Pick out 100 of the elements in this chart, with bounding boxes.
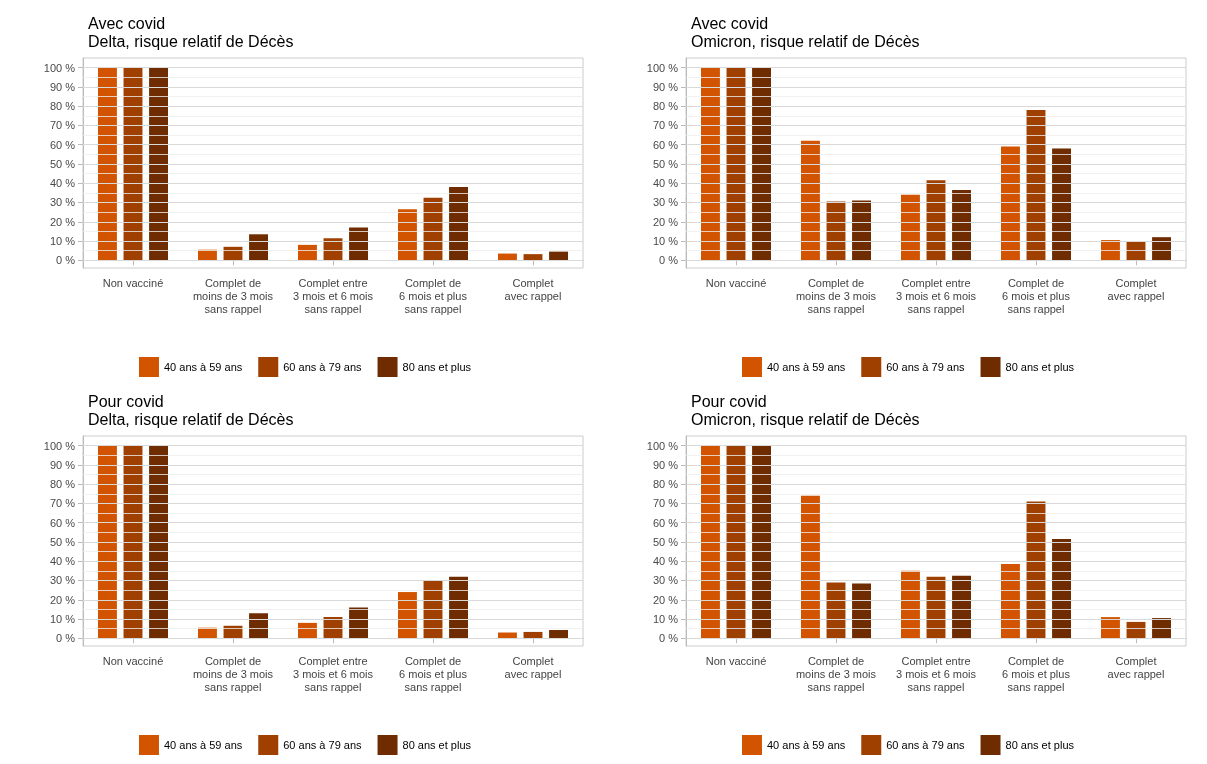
y-tick-label: 40 %: [49, 177, 76, 190]
legend-label: 40 ans à 59 ans: [766, 361, 846, 373]
y-tick-label: 70 %: [652, 497, 679, 510]
y-tick-label: 20 %: [652, 215, 679, 228]
y-tick-label: 10 %: [652, 613, 679, 626]
x-tick-label: Complet avec rappel: [504, 654, 562, 680]
bar: [752, 445, 771, 639]
y-tick-label: 50 %: [49, 535, 76, 548]
bar: [98, 67, 117, 261]
bar: [398, 209, 417, 261]
bar: [901, 194, 920, 261]
bar: [952, 575, 971, 639]
x-tick-label: Complet avec rappel: [1107, 654, 1165, 680]
y-tick-label: 90 %: [49, 80, 76, 93]
y-tick-label: 80 %: [652, 100, 679, 113]
y-tick-label: 20 %: [652, 593, 679, 606]
y-tick-label: 90 %: [652, 80, 679, 93]
y-tick-label: 0 %: [56, 254, 76, 267]
bar: [449, 187, 468, 261]
bar: [523, 254, 543, 261]
legend-label: 40 ans à 59 ans: [163, 361, 243, 373]
bar: [852, 583, 871, 639]
y-tick-label: 100 %: [646, 439, 679, 452]
y-tick-label: 90 %: [49, 458, 76, 471]
chart-subtitle: Delta, risque relatif de Décès: [88, 410, 294, 428]
x-tick-label: Complet de moins de 3 mois sans rappel: [192, 654, 274, 693]
bar: [398, 592, 417, 639]
bar: [801, 495, 820, 639]
bar: [149, 67, 168, 261]
y-tick-label: 20 %: [49, 215, 76, 228]
bar: [1152, 237, 1171, 261]
chart-subtitle: Omicron, risque relatif de Décès: [691, 410, 920, 428]
x-tick-label: Complet entre 3 mois et 6 mois sans rappel: [292, 276, 374, 315]
bar: [98, 445, 117, 639]
y-tick-label: 40 %: [652, 555, 679, 568]
chart-subtitle: Omicron, risque relatif de Décès: [691, 32, 920, 50]
y-tick-label: 50 %: [652, 535, 679, 548]
bar: [1001, 146, 1020, 261]
x-tick-label: Complet de 6 mois et plus sans rappel: [1002, 654, 1071, 693]
legend-label: 60 ans à 79 ans: [886, 361, 966, 373]
y-tick-label: 10 %: [49, 235, 76, 248]
bar: [523, 631, 543, 639]
bar: [349, 607, 368, 639]
bar: [1101, 617, 1120, 639]
y-tick-label: 40 %: [49, 555, 76, 568]
y-tick-label: 70 %: [652, 119, 679, 132]
bar: [801, 140, 820, 261]
y-tick-label: 50 %: [652, 157, 679, 170]
y-tick-label: 60 %: [49, 516, 76, 529]
legend-label: 40 ans à 59 ans: [163, 739, 243, 751]
y-tick-label: 40 %: [652, 177, 679, 190]
x-tick-label: Non vacciné: [705, 654, 767, 667]
x-tick-label: Complet de moins de 3 mois sans rappel: [795, 654, 877, 693]
y-tick-label: 80 %: [652, 478, 679, 491]
bar: [549, 251, 568, 261]
y-tick-label: 60 %: [652, 138, 679, 151]
x-tick-label: Non vacciné: [102, 276, 164, 289]
y-tick-label: 100 %: [646, 61, 679, 74]
bar: [449, 576, 468, 639]
x-tick-label: Complet de moins de 3 mois sans rappel: [192, 276, 274, 315]
y-tick-label: 80 %: [49, 478, 76, 491]
x-tick-label: Complet avec rappel: [1107, 276, 1165, 302]
y-tick-label: 30 %: [652, 196, 679, 209]
y-tick-label: 30 %: [652, 574, 679, 587]
legend-label: 80 ans et plus: [1005, 739, 1075, 751]
y-tick-label: 100 %: [43, 439, 76, 452]
x-tick-label: Complet entre 3 mois et 6 mois sans rappel: [895, 276, 977, 315]
x-tick-label: Non vacciné: [705, 276, 767, 289]
legend-label: 60 ans à 79 ans: [283, 361, 363, 373]
y-tick-label: 10 %: [652, 235, 679, 248]
bar: [1001, 564, 1020, 639]
bar: [549, 630, 568, 639]
bar: [298, 622, 317, 639]
chart-title: Pour covid: [88, 392, 164, 410]
x-tick-label: Complet de 6 mois et plus sans rappel: [399, 654, 468, 693]
x-tick-label: Complet entre 3 mois et 6 mois sans rappel: [292, 654, 374, 693]
legend-label: 80 ans et plus: [1005, 361, 1075, 373]
y-tick-label: 100 %: [43, 61, 76, 74]
y-tick-label: 80 %: [49, 100, 76, 113]
bar: [149, 445, 168, 639]
x-tick-label: Complet entre 3 mois et 6 mois sans rappel: [895, 654, 977, 693]
chart-subtitle: Delta, risque relatif de Décès: [88, 32, 294, 50]
bar: [298, 244, 317, 261]
y-tick-label: 0 %: [659, 632, 679, 645]
x-tick-label: Non vacciné: [102, 654, 164, 667]
bar: [701, 67, 720, 261]
y-tick-label: 70 %: [49, 497, 76, 510]
legend-label: 60 ans à 79 ans: [886, 739, 966, 751]
bar: [1052, 148, 1071, 261]
bar: [1052, 539, 1071, 639]
y-tick-label: 50 %: [49, 157, 76, 170]
chart-title: Avec covid: [88, 14, 166, 32]
y-tick-label: 60 %: [652, 516, 679, 529]
x-tick-label: Complet de 6 mois et plus sans rappel: [1002, 276, 1071, 315]
legend-label: 40 ans à 59 ans: [766, 739, 846, 751]
y-tick-label: 60 %: [49, 138, 76, 151]
y-tick-label: 30 %: [49, 574, 76, 587]
y-tick-label: 10 %: [49, 613, 76, 626]
bar: [249, 613, 268, 639]
x-tick-label: Complet de 6 mois et plus sans rappel: [399, 276, 468, 315]
